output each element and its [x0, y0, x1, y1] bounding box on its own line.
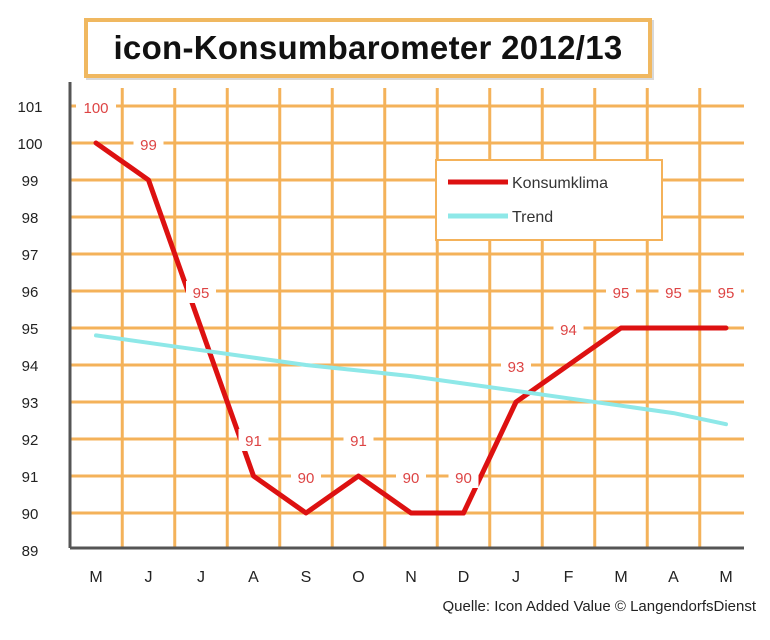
data-label-bg — [658, 281, 689, 303]
data-label-text: 91 — [350, 433, 367, 450]
y-tick-label: 94 — [22, 358, 39, 375]
data-label-bg — [291, 466, 321, 488]
series-konsumklima-line — [93, 140, 729, 516]
y-axis-ticks: 89 90 91 92 93 94 95 96 97 98 99 100 101 — [17, 99, 42, 560]
chart-title: icon-Konsumbarometer 2012/13 — [84, 18, 652, 78]
data-label-text: 90 — [403, 470, 420, 487]
data-label-bg — [396, 466, 426, 488]
y-tick-label: 98 — [22, 210, 39, 227]
x-tick-label: A — [248, 569, 259, 586]
y-tick-label: 101 — [17, 99, 42, 116]
x-tick-label: S — [301, 569, 312, 586]
x-tick-label: N — [405, 569, 417, 586]
y-tick-label: 90 — [22, 506, 39, 523]
series-trend-line — [94, 333, 728, 427]
data-label: 91 — [238, 429, 269, 451]
x-tick-label: J — [145, 569, 153, 586]
data-label-text: 99 — [140, 137, 157, 154]
data-label-text: 94 — [560, 322, 577, 339]
data-label-text: 91 — [245, 433, 262, 450]
x-tick-label: J — [197, 569, 205, 586]
data-label-bg — [606, 281, 636, 303]
y-tick-label: 99 — [22, 173, 39, 190]
data-labels: 100 99 95 91 90 91 90 90 93 94 95 95 95 — [76, 96, 741, 488]
data-label-bg — [343, 429, 374, 451]
y-tick-label: 89 — [22, 543, 39, 560]
y-tick-label: 91 — [22, 469, 39, 486]
data-label: 95 — [186, 281, 216, 303]
data-label-text: 95 — [193, 285, 210, 302]
data-label-text: 100 — [83, 100, 108, 117]
y-tick-label: 92 — [22, 432, 39, 449]
y-tick-label: 96 — [22, 284, 39, 301]
source-note: Quelle: Icon Added Value © LangendorfsDi… — [442, 598, 756, 615]
data-label: 95 — [711, 281, 741, 303]
data-label-bg — [711, 281, 741, 303]
x-tick-label: A — [668, 569, 679, 586]
y-tick-label: 95 — [22, 321, 39, 338]
x-tick-label: F — [564, 569, 574, 586]
legend-label: Trend — [512, 209, 553, 226]
data-label-text: 93 — [508, 359, 525, 376]
data-label-bg — [133, 133, 164, 155]
y-tick-label: 100 — [17, 136, 42, 153]
data-label: 94 — [553, 318, 584, 340]
x-tick-label: D — [458, 569, 470, 586]
data-label-text: 95 — [718, 285, 735, 302]
data-label-bg — [76, 96, 116, 118]
legend-label: Konsumklima — [512, 175, 608, 192]
data-label-bg — [448, 466, 479, 488]
data-label: 90 — [396, 466, 426, 488]
data-label: 91 — [343, 429, 374, 451]
x-tick-label: M — [614, 569, 627, 586]
data-label: 95 — [606, 281, 636, 303]
x-tick-label: O — [352, 569, 364, 586]
data-label-text: 90 — [298, 470, 315, 487]
legend: Konsumklima Trend — [435, 159, 663, 241]
x-tick-label: M — [719, 569, 732, 586]
x-tick-label: M — [89, 569, 102, 586]
data-label: 90 — [448, 466, 479, 488]
y-tick-label: 93 — [22, 395, 39, 412]
data-label-bg — [501, 355, 531, 377]
series-lines — [93, 140, 729, 516]
data-label: 100 — [76, 96, 116, 118]
data-label: 99 — [133, 133, 164, 155]
legend-box — [435, 159, 663, 241]
data-label: 95 — [658, 281, 689, 303]
x-tick-label: J — [512, 569, 520, 586]
data-label: 93 — [501, 355, 531, 377]
data-label-text: 90 — [455, 470, 472, 487]
y-tick-label: 97 — [22, 247, 39, 264]
data-label-text: 95 — [665, 285, 682, 302]
data-label-text: 95 — [613, 285, 630, 302]
data-label-bg — [238, 429, 269, 451]
data-label: 90 — [291, 466, 321, 488]
data-label-bg — [186, 281, 216, 303]
data-label-bg — [553, 318, 584, 340]
